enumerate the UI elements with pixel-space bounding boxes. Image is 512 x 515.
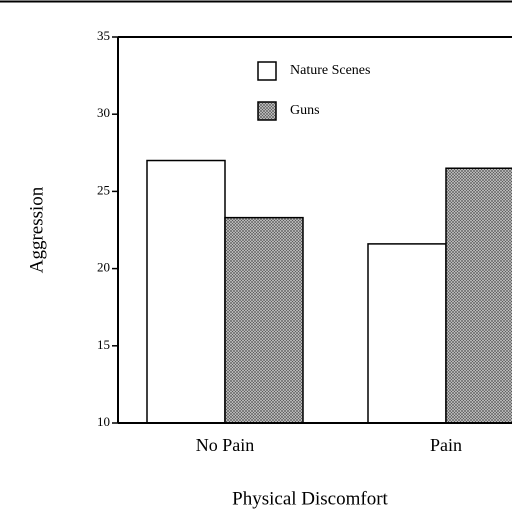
bar bbox=[224, 216, 304, 424]
legend-swatch bbox=[257, 61, 277, 81]
y-axis-label: Aggression bbox=[26, 186, 47, 273]
y-tick-label: 35 bbox=[97, 28, 110, 43]
x-tick-label: Pain bbox=[430, 435, 462, 455]
y-tick-label: 30 bbox=[97, 105, 110, 120]
y-tick-label: 15 bbox=[97, 337, 110, 352]
legend-swatch bbox=[257, 101, 277, 121]
legend-label: Nature Scenes bbox=[290, 63, 370, 78]
legend-label: Guns bbox=[290, 103, 320, 118]
y-tick-label: 10 bbox=[97, 414, 110, 429]
y-tick-label: 20 bbox=[97, 260, 110, 275]
x-axis-label: Physical Discomfort bbox=[232, 488, 388, 509]
bar bbox=[367, 243, 447, 424]
x-tick-label: No Pain bbox=[196, 435, 255, 455]
bar bbox=[445, 167, 512, 424]
y-tick-label: 25 bbox=[97, 182, 110, 197]
bar bbox=[146, 159, 226, 424]
